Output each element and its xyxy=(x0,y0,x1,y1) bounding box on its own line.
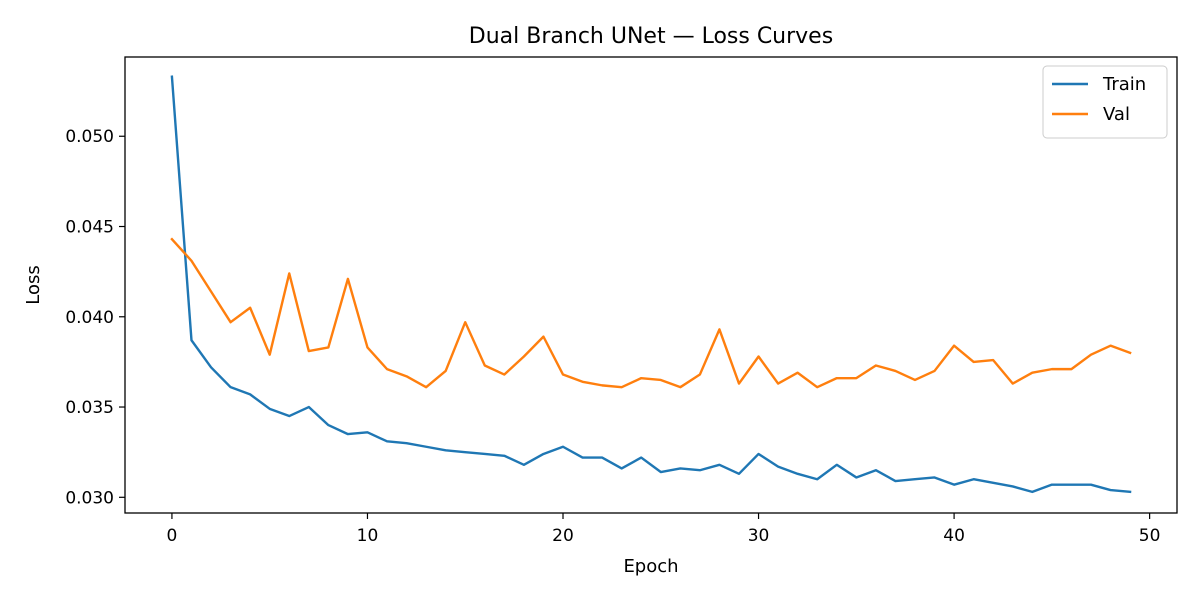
x-axis: 0 10 20 30 40 50 xyxy=(167,513,1161,546)
y-axis: 0.030 0.035 0.040 0.045 0.050 xyxy=(65,127,125,508)
legend: Train Val xyxy=(1042,65,1168,139)
x-tick-label: 50 xyxy=(1139,526,1161,546)
x-tick-label: 40 xyxy=(943,526,965,546)
series-layer xyxy=(170,75,1132,494)
x-tick-label: 0 xyxy=(167,526,178,546)
chart-title: Dual Branch UNet — Loss Curves xyxy=(469,24,833,49)
y-tick-label: 0.050 xyxy=(65,127,114,147)
x-tick-label: 30 xyxy=(748,526,770,546)
series-line-val xyxy=(170,237,1132,389)
series-line-train xyxy=(170,75,1132,494)
legend-label-val: Val xyxy=(1103,104,1130,125)
y-axis-label: Loss xyxy=(23,265,44,304)
x-tick-label: 10 xyxy=(357,526,379,546)
y-tick-label: 0.040 xyxy=(65,308,114,328)
y-tick-label: 0.030 xyxy=(65,488,114,508)
plot-frame xyxy=(124,56,1178,514)
x-tick-label: 20 xyxy=(552,526,574,546)
x-axis-label: Epoch xyxy=(623,556,678,577)
legend-label-train: Train xyxy=(1102,74,1146,95)
y-tick-label: 0.045 xyxy=(65,218,114,238)
y-tick-label: 0.035 xyxy=(65,398,114,418)
